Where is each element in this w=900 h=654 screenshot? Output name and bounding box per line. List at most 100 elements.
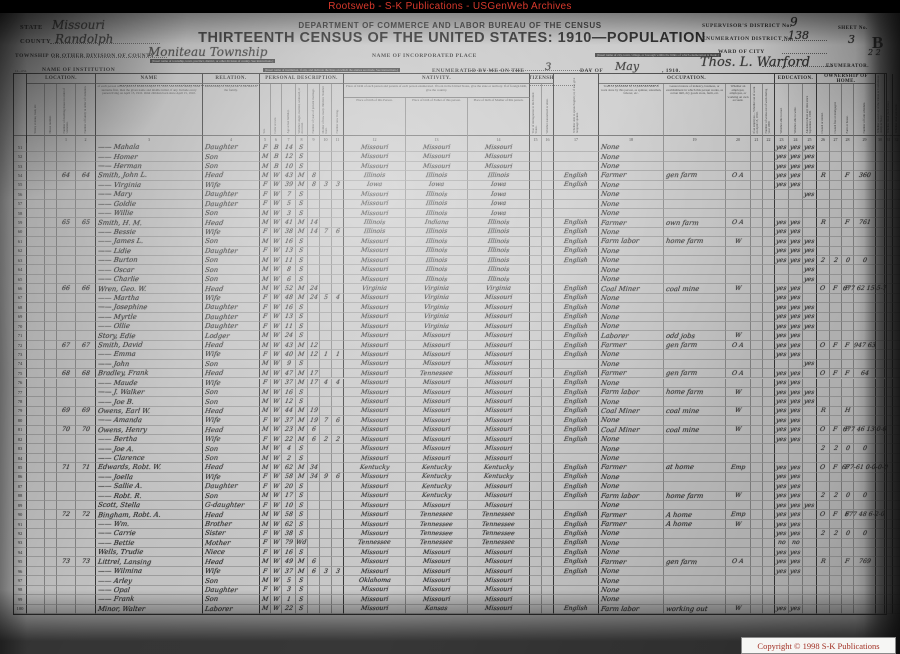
column-header: Whether blind (both eyes). — [885, 74, 893, 135]
entry-cell — [854, 538, 876, 549]
entry-cell: English — [554, 510, 599, 520]
township-value: Moniteau Township — [148, 45, 268, 59]
entry-cell: None — [599, 265, 664, 275]
entry-cell: Missouri — [344, 237, 406, 247]
entry-cell — [57, 491, 76, 501]
entry-cell: Head — [203, 369, 260, 379]
entry-cell — [789, 274, 803, 285]
entry-cell: M — [260, 208, 271, 219]
entry-cell — [817, 180, 830, 191]
entry-cell — [842, 500, 854, 511]
entry-cell: None — [599, 256, 664, 266]
entry-cell: Missouri — [344, 557, 406, 567]
entry-cell: Laborer — [599, 331, 664, 341]
entry-cell — [885, 218, 893, 228]
entry-cell — [320, 406, 332, 417]
entry-cell — [27, 444, 45, 454]
entry-cell: Bingham, Robt. A. — [96, 510, 203, 520]
entry-cell — [893, 520, 900, 530]
entry-cell: Oklahoma — [344, 576, 406, 586]
entry-cell: M — [260, 359, 271, 370]
entry-cell — [542, 397, 554, 407]
entry-cell — [57, 227, 76, 238]
entry-cell: Missouri — [406, 500, 468, 511]
entry-cell — [320, 359, 332, 370]
entry-cell — [885, 435, 893, 445]
entry-cell — [27, 500, 45, 511]
entry-cell: Illinois — [468, 246, 530, 257]
entry-cell: 6 — [332, 227, 344, 238]
entry-cell: Wife — [203, 566, 260, 577]
entry-cell — [664, 538, 726, 549]
entry-cell: yes — [789, 303, 803, 313]
entry-cell: 19 — [308, 416, 320, 426]
entry-cell: W — [271, 576, 282, 586]
entry-cell: None — [599, 199, 664, 209]
entry-cell — [830, 566, 842, 577]
entry-cell: O A — [726, 218, 751, 228]
column-header: Whether single, married, widowed, or div… — [296, 84, 308, 135]
entry-cell — [542, 199, 554, 209]
entry-cell: W — [271, 227, 282, 238]
column-header: Attended school any time since September… — [803, 84, 817, 135]
entry-cell — [76, 237, 96, 247]
entry-cell: Iowa — [468, 208, 530, 219]
entry-cell — [817, 331, 830, 341]
entry-cell — [876, 406, 885, 417]
entry-cell: 69 — [76, 406, 96, 417]
entry-cell — [554, 274, 599, 285]
entry-cell: yes — [803, 359, 817, 370]
entry-cell: O — [817, 425, 830, 435]
column-number: 3 — [96, 135, 203, 143]
entry-cell — [893, 360, 900, 370]
entry-cell — [57, 604, 76, 614]
entry-cell: Wren, Geo. W. — [96, 284, 203, 294]
entry-cell: yes — [789, 237, 803, 247]
entry-cell: 5 — [320, 293, 332, 304]
entry-cell: Missouri — [344, 199, 406, 209]
entry-cell — [308, 444, 320, 454]
entry-cell — [27, 256, 45, 266]
entry-cell — [854, 161, 876, 172]
entry-cell: Farmer — [599, 463, 664, 473]
column-number: 25 — [803, 135, 817, 143]
entry-cell — [763, 359, 775, 370]
entry-cell — [876, 378, 885, 388]
entry-cell — [530, 378, 542, 388]
entry-cell — [817, 227, 830, 238]
entry-cell: 37 — [282, 416, 296, 426]
entry-cell: —— Mahala — [96, 143, 203, 153]
entry-cell: Virginia — [406, 321, 468, 332]
entry-cell: Illinois — [406, 208, 468, 219]
entry-cell — [893, 284, 900, 294]
entry-cell — [76, 453, 96, 464]
entry-cell: None — [599, 312, 664, 322]
entry-cell: 11 — [282, 321, 296, 332]
entry-cell: Missouri — [344, 378, 406, 388]
entry-cell — [817, 595, 830, 605]
entry-cell — [842, 331, 854, 341]
state-value: Missouri — [52, 18, 105, 32]
entry-cell — [876, 576, 885, 586]
column-number: 22 — [763, 135, 775, 143]
entry-cell — [27, 453, 45, 464]
entry-cell: 8 — [308, 180, 320, 191]
entry-cell — [893, 473, 900, 483]
entry-cell: home farm — [664, 491, 726, 501]
entry-cell: Son — [203, 444, 260, 454]
entry-cell — [45, 519, 57, 530]
entry-cell: gen farm — [664, 340, 726, 351]
entry-cell: M — [260, 444, 271, 454]
entry-cell — [76, 265, 96, 275]
entry-cell — [320, 585, 332, 596]
group-header: PERSONAL DESCRIPTION. — [260, 74, 344, 84]
entry-cell — [893, 237, 900, 247]
entry-cell — [817, 548, 830, 558]
entry-cell — [332, 548, 344, 558]
column-header: Whether a survivor of the Union or Confe… — [876, 74, 885, 135]
entry-cell: 6 — [308, 435, 320, 445]
entry-cell — [817, 265, 830, 275]
entry-cell — [789, 595, 803, 605]
entry-cell: Illinois — [406, 246, 468, 257]
entry-cell: yes — [789, 472, 803, 483]
